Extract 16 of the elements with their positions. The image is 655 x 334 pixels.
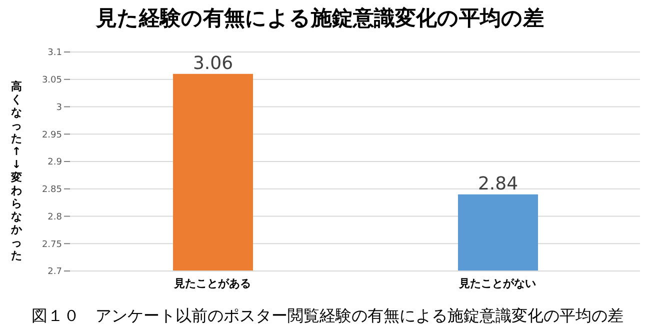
data-label: 2.84 <box>478 173 518 194</box>
x-tick-label: 見たことがある <box>173 276 251 290</box>
y-tick-label: 2.8 <box>48 212 62 222</box>
y-tick-label: 2.85 <box>42 185 62 196</box>
y-tick-label: 2.95 <box>42 130 62 140</box>
chart-title: 見た経験の有無による施錠意識変化の平均の差 <box>94 5 545 32</box>
y-tick-label: 3 <box>56 102 62 113</box>
caption: 図１０ アンケート以前のポスター閲覧経験の有無による施錠意識変化の平均の差 <box>32 306 624 325</box>
text: 高くなった↑↓変わらなかった <box>11 80 22 262</box>
data-label: 3.06 <box>192 52 234 74</box>
y-tick-label: 2.9 <box>48 158 62 168</box>
x-tick-label: 見たことがない <box>458 276 536 290</box>
y-tick-label: 2.7 <box>48 267 62 278</box>
y-tick-label: 3.1 <box>48 48 62 58</box>
y-tick-label: 3.05 <box>42 76 62 86</box>
y-tick-label: 2.75 <box>42 240 62 250</box>
